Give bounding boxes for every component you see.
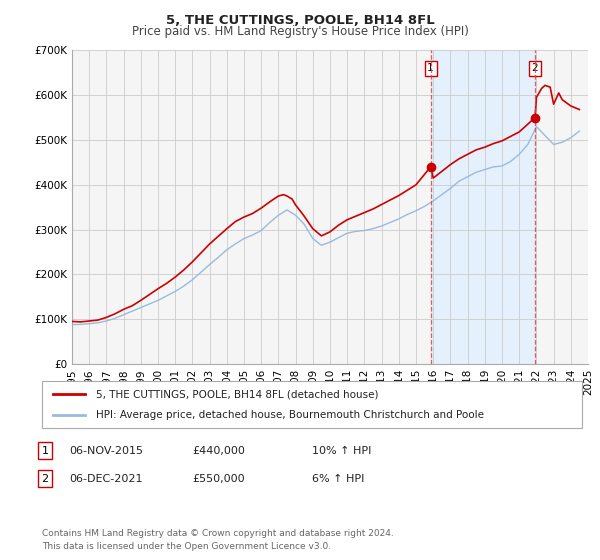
Text: Price paid vs. HM Land Registry's House Price Index (HPI): Price paid vs. HM Land Registry's House … — [131, 25, 469, 38]
Text: 10% ↑ HPI: 10% ↑ HPI — [312, 446, 371, 456]
Text: 06-DEC-2021: 06-DEC-2021 — [69, 474, 143, 484]
Text: 2: 2 — [532, 63, 538, 73]
Text: HPI: Average price, detached house, Bournemouth Christchurch and Poole: HPI: Average price, detached house, Bour… — [96, 410, 484, 420]
Text: £550,000: £550,000 — [192, 474, 245, 484]
Text: 1: 1 — [427, 63, 434, 73]
Bar — [431, 50, 535, 364]
Text: 6% ↑ HPI: 6% ↑ HPI — [312, 474, 364, 484]
Text: 06-NOV-2015: 06-NOV-2015 — [69, 446, 143, 456]
FancyBboxPatch shape — [42, 381, 582, 428]
Text: £440,000: £440,000 — [192, 446, 245, 456]
Text: 5, THE CUTTINGS, POOLE, BH14 8FL (detached house): 5, THE CUTTINGS, POOLE, BH14 8FL (detach… — [96, 389, 379, 399]
Text: 5, THE CUTTINGS, POOLE, BH14 8FL: 5, THE CUTTINGS, POOLE, BH14 8FL — [166, 14, 434, 27]
Text: 1: 1 — [41, 446, 49, 456]
Text: 2: 2 — [41, 474, 49, 484]
Text: Contains HM Land Registry data © Crown copyright and database right 2024.
This d: Contains HM Land Registry data © Crown c… — [42, 529, 394, 550]
